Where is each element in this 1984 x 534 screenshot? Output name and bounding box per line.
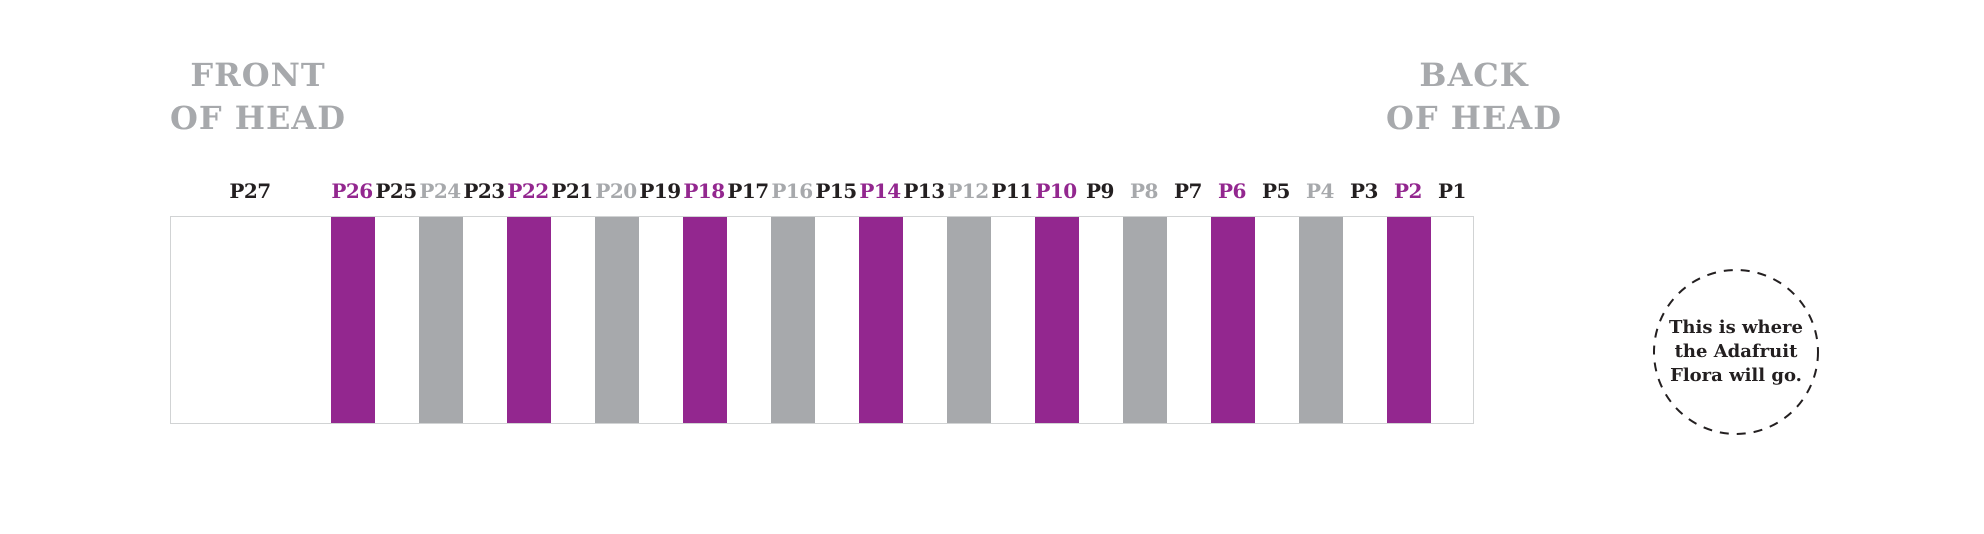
pixel-label-p9: P9	[1086, 179, 1114, 203]
pixel-label-p20: P20	[595, 179, 637, 203]
pixel-label-p14: P14	[859, 179, 901, 203]
band-stripe-p12	[947, 217, 991, 423]
pixel-label-p25: P25	[375, 179, 417, 203]
pixel-label-p17: P17	[727, 179, 769, 203]
pixel-label-p16: P16	[771, 179, 813, 203]
band-stripe-p9	[1079, 217, 1123, 423]
band-stripe-p20	[595, 217, 639, 423]
pixel-label-p11: P11	[991, 179, 1033, 203]
band-stripe-p10	[1035, 217, 1079, 423]
back-heading-line1: BACK	[1419, 56, 1529, 94]
band-stripe-p16	[771, 217, 815, 423]
band-stripe-p21	[551, 217, 595, 423]
flora-annotation-text: This is where the Adafruit Flora will go…	[1652, 268, 1820, 436]
band-stripe-p5	[1255, 217, 1299, 423]
band-stripe-p26	[331, 217, 375, 423]
flora-text-line3: Flora will go.	[1670, 365, 1802, 386]
band-stripe-p8	[1123, 217, 1167, 423]
flora-annotation: This is where the Adafruit Flora will go…	[1652, 268, 1820, 436]
pixel-label-p24: P24	[419, 179, 461, 203]
pixel-label-p19: P19	[639, 179, 681, 203]
pixel-label-p1: P1	[1438, 179, 1466, 203]
pixel-label-p21: P21	[551, 179, 593, 203]
band-stripe-p18	[683, 217, 727, 423]
pixel-label-p7: P7	[1174, 179, 1202, 203]
band-stripe-p6	[1211, 217, 1255, 423]
pixel-label-p15: P15	[815, 179, 857, 203]
pixel-label-p2: P2	[1394, 179, 1422, 203]
pixel-label-p23: P23	[463, 179, 505, 203]
band-stripe-p19	[639, 217, 683, 423]
band-stripe-p27	[171, 217, 331, 423]
pixel-label-p3: P3	[1350, 179, 1378, 203]
pixel-label-p4: P4	[1306, 179, 1334, 203]
band-stripe-p1	[1431, 217, 1473, 423]
band-stripe-p13	[903, 217, 947, 423]
flora-text-line1: This is where	[1669, 317, 1803, 338]
band-stripe-p22	[507, 217, 551, 423]
band-stripe-p14	[859, 217, 903, 423]
pixel-label-p12: P12	[947, 179, 989, 203]
flora-text-line2: the Adafruit	[1674, 341, 1798, 362]
band-stripe-p17	[727, 217, 771, 423]
band-stripe-p7	[1167, 217, 1211, 423]
pixel-label-p6: P6	[1218, 179, 1246, 203]
band-stripe-p4	[1299, 217, 1343, 423]
band-stripe-p24	[419, 217, 463, 423]
dashed-circle-icon	[1653, 269, 1819, 435]
headband-band	[170, 216, 1474, 424]
pixel-label-p18: P18	[683, 179, 725, 203]
band-stripe-p3	[1343, 217, 1387, 423]
pixel-label-p27: P27	[229, 179, 271, 203]
pixel-label-p26: P26	[331, 179, 373, 203]
pixel-label-p8: P8	[1130, 179, 1158, 203]
pixel-labels-row: P27 P26 P25 P24 P23 P22 P21 P20 P19 P18 P17 P16 P15 P…	[170, 176, 1474, 204]
band-stripe-p11	[991, 217, 1035, 423]
back-of-head-heading: BACK OF HEAD	[1314, 54, 1634, 140]
front-heading-line1: FRONT	[190, 56, 326, 94]
band-stripe-p23	[463, 217, 507, 423]
front-heading-line2: OF HEAD	[170, 99, 346, 137]
band-stripe-p2	[1387, 217, 1431, 423]
pixel-label-p10: P10	[1035, 179, 1077, 203]
pixel-label-p5: P5	[1262, 179, 1290, 203]
pixel-label-p13: P13	[903, 179, 945, 203]
back-heading-line2: OF HEAD	[1386, 99, 1562, 137]
band-stripe-p15	[815, 217, 859, 423]
band-stripe-p25	[375, 217, 419, 423]
front-of-head-heading: FRONT OF HEAD	[98, 54, 418, 140]
pixel-label-p22: P22	[507, 179, 549, 203]
